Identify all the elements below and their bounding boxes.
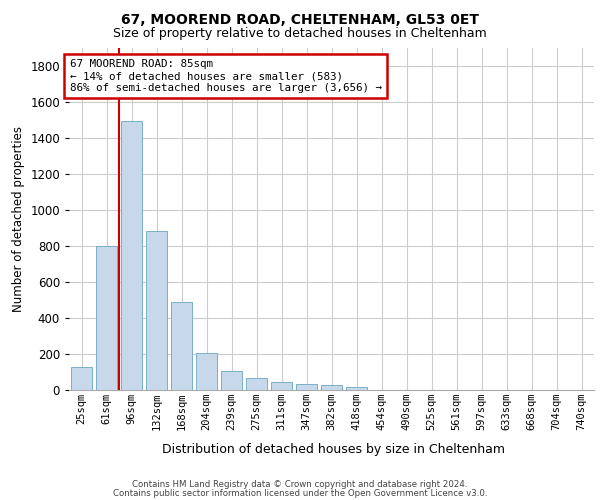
Bar — [246, 378, 267, 390]
Text: Contains HM Land Registry data © Crown copyright and database right 2024.: Contains HM Land Registry data © Crown c… — [132, 480, 468, 489]
Bar — [271, 382, 292, 390]
Bar — [296, 384, 317, 390]
Bar — [321, 386, 342, 390]
Bar — [196, 353, 217, 390]
Text: 67, MOOREND ROAD, CHELTENHAM, GL53 0ET: 67, MOOREND ROAD, CHELTENHAM, GL53 0ET — [121, 12, 479, 26]
Text: 67 MOOREND ROAD: 85sqm
← 14% of detached houses are smaller (583)
86% of semi-de: 67 MOOREND ROAD: 85sqm ← 14% of detached… — [70, 60, 382, 92]
Y-axis label: Number of detached properties: Number of detached properties — [11, 126, 25, 312]
Text: Contains public sector information licensed under the Open Government Licence v3: Contains public sector information licen… — [113, 489, 487, 498]
Text: Distribution of detached houses by size in Cheltenham: Distribution of detached houses by size … — [161, 442, 505, 456]
Bar — [146, 232, 167, 390]
Bar — [121, 122, 142, 390]
Bar — [346, 388, 367, 390]
Bar — [221, 371, 242, 390]
Bar — [171, 302, 192, 390]
Text: Size of property relative to detached houses in Cheltenham: Size of property relative to detached ho… — [113, 28, 487, 40]
Bar — [96, 246, 117, 390]
Bar — [71, 368, 92, 390]
